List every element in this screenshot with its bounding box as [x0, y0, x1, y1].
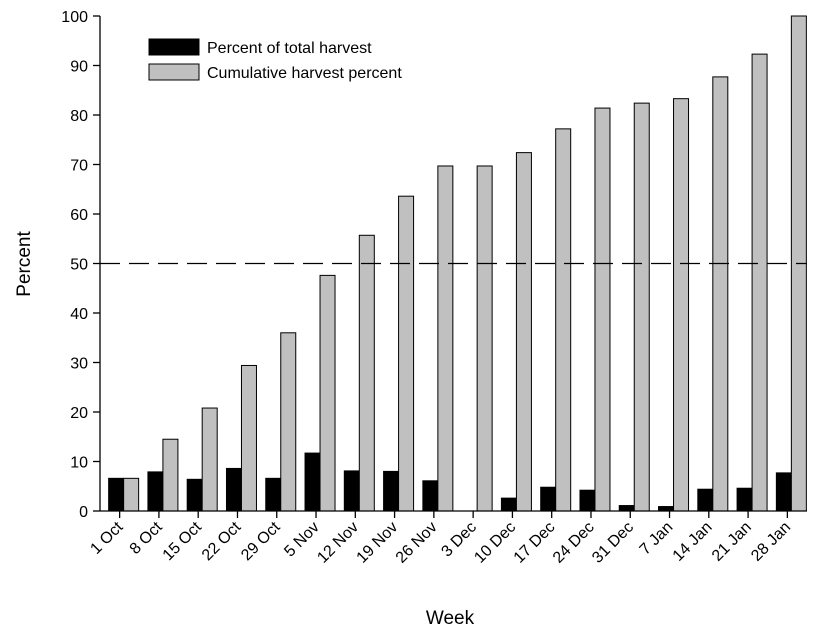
bar-percent-of-total [540, 486, 557, 512]
legend-label-percent-of-total: Percent of total harvest [207, 40, 372, 57]
x-tick-label: 15 Oct [160, 518, 206, 564]
bar-percent-of-total [736, 487, 753, 512]
bar-cumulative [751, 53, 768, 512]
y-tick-label: 80 [70, 108, 88, 125]
bar-percent-of-total [618, 505, 635, 512]
bar-cumulative [515, 152, 532, 512]
bar-percent-of-total [775, 472, 792, 512]
bar-cumulative [280, 332, 297, 512]
y-tick-label: 20 [70, 405, 88, 422]
y-axis-title: Percent [14, 231, 35, 297]
x-axis-title: Week [426, 608, 475, 629]
bar-percent-of-total [383, 470, 400, 512]
y-tick-label: 70 [70, 158, 88, 175]
bar-cumulative [712, 76, 729, 512]
bar-cumulative [673, 98, 690, 512]
x-tick-label: 29 Oct [238, 518, 284, 564]
bar-percent-of-total [658, 506, 675, 512]
x-tick-label: 14 Jan [670, 519, 716, 565]
bar-percent-of-total [343, 470, 360, 512]
bar-cumulative [555, 128, 572, 512]
bar-percent-of-total [500, 497, 517, 512]
x-tick-label: 17 Dec [511, 519, 559, 567]
x-tick-label: 31 Dec [589, 519, 637, 567]
bar-cumulative [123, 477, 140, 512]
x-tick-label: 19 Nov [354, 519, 402, 567]
y-tick-label: 40 [70, 306, 88, 323]
bar-cumulative [633, 102, 650, 512]
y-tick-label: 10 [70, 455, 88, 472]
x-tick-label: 22 Oct [199, 518, 245, 564]
legend-swatch-percent-of-total [148, 38, 200, 56]
legend: Percent of total harvest Cumulative harv… [148, 38, 402, 82]
y-tick-label: 100 [61, 9, 88, 26]
x-tick-label: 10 Dec [471, 519, 519, 567]
bar-percent-of-total [108, 477, 125, 512]
bar-percent-of-total [265, 477, 282, 512]
bar-cumulative [398, 195, 415, 512]
bar-percent-of-total [579, 489, 596, 512]
bar-percent-of-total [186, 478, 203, 512]
x-tick-label: 28 Jan [748, 519, 794, 565]
x-tick-label: 26 Nov [393, 519, 441, 567]
bar-cumulative [594, 107, 611, 512]
bar-cumulative [358, 234, 375, 512]
y-tick-label: 90 [70, 59, 88, 76]
bar-cumulative [240, 364, 257, 512]
bar-cumulative [162, 438, 179, 512]
bar-percent-of-total [147, 471, 164, 512]
y-tick-label: 50 [70, 257, 88, 274]
bar-cumulative [201, 407, 218, 512]
x-tick-label: 24 Dec [550, 519, 598, 567]
y-tick-label: 30 [70, 356, 88, 373]
bar-percent-of-total [225, 467, 242, 512]
x-tick-label: 21 Jan [709, 519, 755, 565]
bar-cumulative [437, 165, 454, 512]
legend-swatch-cumulative [148, 63, 200, 81]
y-tick-label: 0 [79, 504, 88, 521]
x-tick-label: 1 Oct [87, 518, 126, 557]
x-tick-label: 12 Nov [314, 519, 362, 567]
y-tick-label: 60 [70, 207, 88, 224]
bar-cumulative [476, 165, 493, 512]
bar-percent-of-total [697, 488, 714, 512]
bar-percent-of-total [304, 452, 321, 512]
bar-cumulative [319, 274, 336, 512]
bars-layer [108, 15, 807, 512]
legend-label-cumulative: Cumulative harvest percent [207, 65, 402, 82]
bar-percent-of-total [422, 480, 439, 512]
